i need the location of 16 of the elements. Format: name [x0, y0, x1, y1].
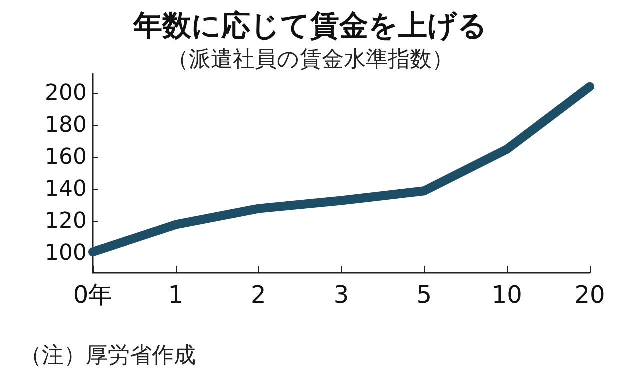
- chart-title: 年数に応じて賃金を上げる: [132, 8, 488, 42]
- x-tick-label: 0年: [73, 281, 113, 309]
- x-tick-label: 20: [574, 281, 606, 309]
- y-tick-label: 160: [45, 144, 87, 170]
- chart-subtitle: （派遣社員の賃金水準指数）: [167, 48, 454, 72]
- y-tick-label: 140: [45, 177, 87, 202]
- x-tick-label: 1: [168, 281, 184, 309]
- x-tick-label: 5: [416, 281, 432, 309]
- y-tick-label: 200: [45, 80, 87, 106]
- x-tick-label: 2: [251, 281, 266, 309]
- x-tick-label: 10: [492, 281, 522, 309]
- x-tick-label: 3: [334, 281, 350, 309]
- y-tick-label: 100: [45, 241, 87, 266]
- y-tick-label: 120: [45, 209, 87, 234]
- text: （注）厚労省作成: [20, 344, 196, 368]
- y-tick-label: 180: [45, 112, 87, 138]
